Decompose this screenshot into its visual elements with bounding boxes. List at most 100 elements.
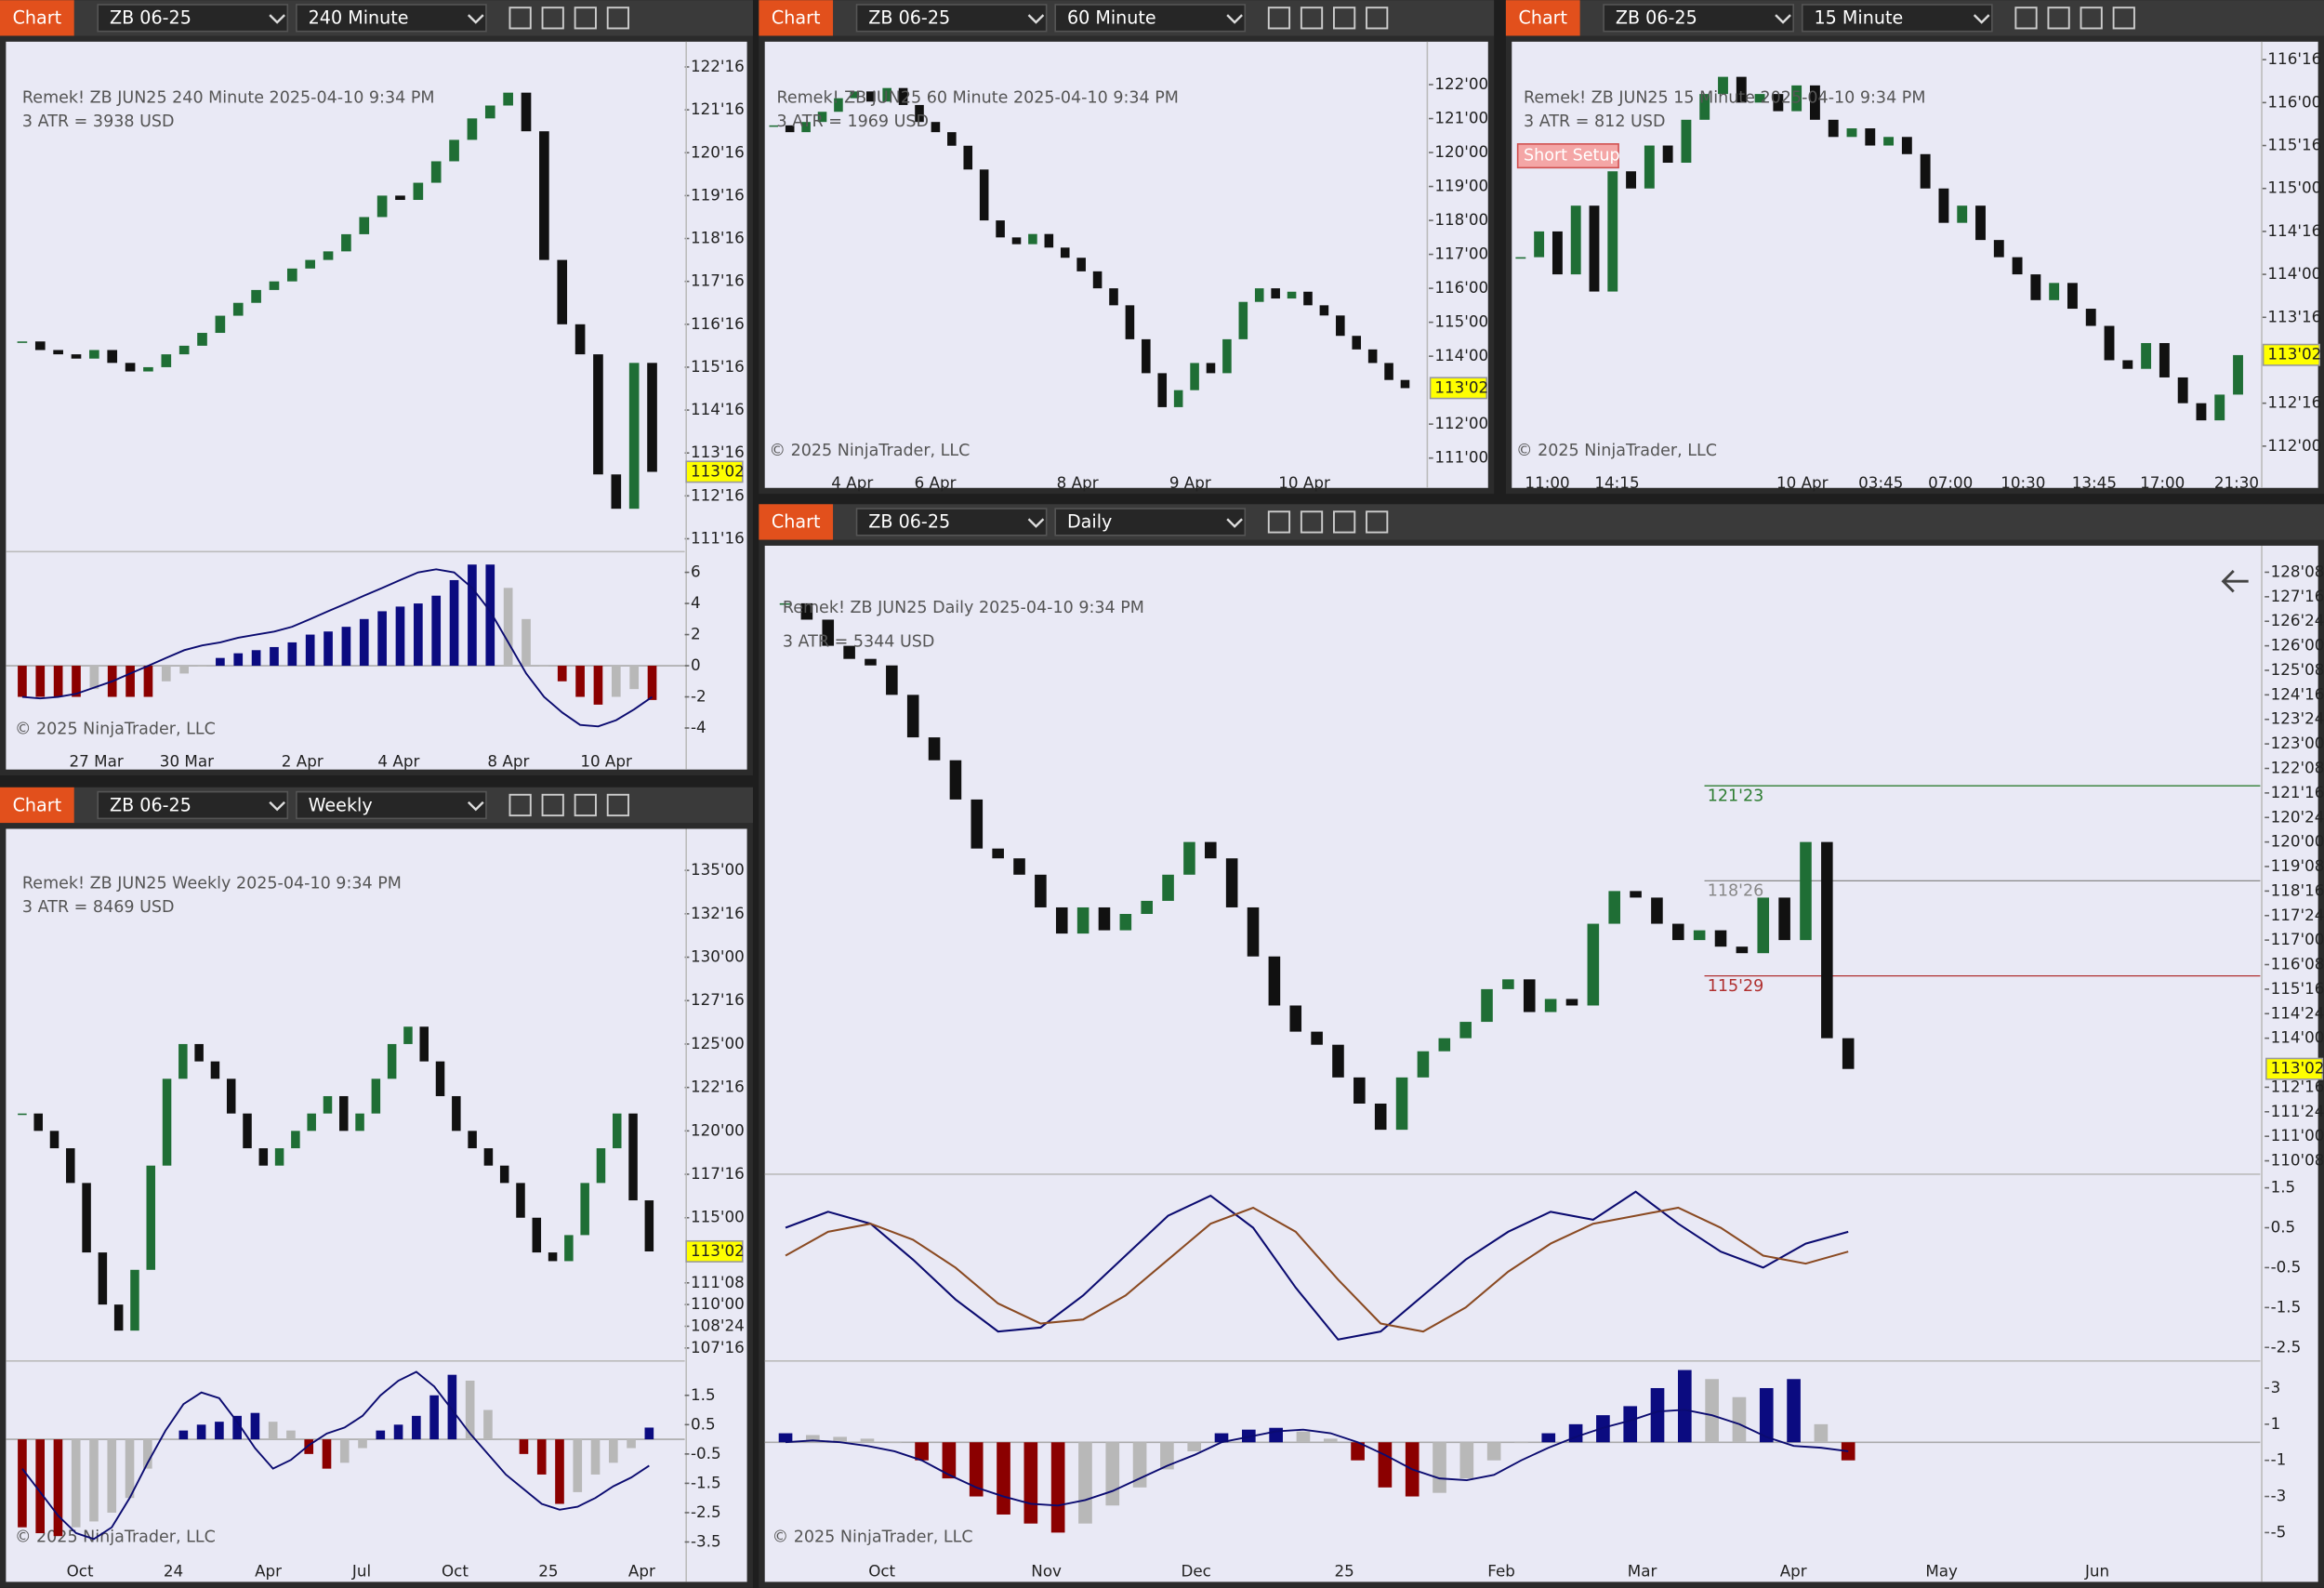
toolbar-icon[interactable] — [541, 793, 564, 817]
candle — [387, 1043, 397, 1079]
candle — [2067, 283, 2078, 310]
time-tick-label: Jun — [2084, 1561, 2109, 1580]
toolbar-icon[interactable] — [1267, 7, 1291, 30]
chart-button[interactable] — [0, 0, 74, 36]
candle — [1901, 137, 1912, 154]
price-tick-label: 126'00 — [2271, 636, 2324, 655]
candle — [1644, 145, 1655, 189]
histogram-bar — [915, 1442, 929, 1461]
histogram-bar — [196, 1424, 206, 1440]
back-arrow[interactable] — [2221, 570, 2249, 593]
price-tick-label: 122'08 — [2271, 758, 2324, 776]
candle — [949, 760, 962, 800]
candle — [2177, 377, 2188, 404]
time-tick-label: 4 Apr — [377, 752, 419, 771]
histogram-bar — [341, 627, 351, 667]
candle — [928, 737, 941, 761]
price-tick-label: 122'16 — [691, 1078, 745, 1096]
toolbar-icon[interactable] — [1366, 510, 1389, 534]
histogram-bar — [324, 631, 333, 667]
instrument-select[interactable] — [855, 508, 1048, 536]
time-tick-label: May — [1925, 1561, 1958, 1580]
chart-label: Chart — [1518, 7, 1567, 29]
interval-select[interactable] — [1801, 4, 1993, 33]
chart-button[interactable] — [0, 787, 74, 824]
candle — [305, 259, 316, 269]
histogram-bar — [860, 1438, 875, 1443]
toolbar-icon[interactable] — [574, 7, 597, 30]
candle — [1287, 291, 1297, 299]
instrument-select[interactable] — [855, 4, 1048, 33]
instrument-select[interactable] — [97, 4, 289, 33]
interval-select[interactable] — [296, 4, 487, 33]
toolbar-icon[interactable] — [2014, 7, 2038, 30]
toolbar-icon[interactable] — [1332, 7, 1356, 30]
candle — [2104, 325, 2115, 361]
histogram-bar — [969, 1442, 984, 1497]
candle — [34, 341, 46, 351]
interval-select[interactable] — [1054, 508, 1247, 536]
toolbar-icon[interactable] — [541, 7, 564, 30]
candle — [194, 1043, 204, 1062]
candle — [1303, 291, 1313, 306]
histogram-bar — [778, 1433, 793, 1443]
candle — [1570, 205, 1581, 275]
toolbar-icon[interactable] — [508, 793, 532, 817]
histogram-bar — [593, 666, 603, 705]
toolbar-icon[interactable] — [1366, 7, 1389, 30]
candle — [1608, 891, 1620, 924]
toolbar-icon[interactable] — [606, 7, 629, 30]
candle — [1238, 301, 1248, 339]
histogram-bar — [125, 1439, 135, 1499]
toolbar-icon[interactable] — [1267, 510, 1291, 534]
toolbar-icon[interactable] — [1300, 7, 1324, 30]
histogram-bar — [608, 1439, 618, 1463]
interval-select[interactable] — [296, 790, 487, 820]
chart-button[interactable] — [1505, 0, 1580, 36]
toolbar-icon[interactable] — [508, 7, 532, 30]
toolbar-icon[interactable] — [574, 793, 597, 817]
instrument-select[interactable] — [97, 790, 289, 820]
histogram-bar — [1160, 1442, 1174, 1470]
chart-button[interactable] — [759, 0, 834, 36]
candle — [898, 87, 908, 105]
time-tick-label: 6 Apr — [915, 473, 957, 492]
candle — [89, 350, 99, 359]
toolbar-icon[interactable] — [2047, 7, 2070, 30]
candle — [992, 848, 1004, 859]
candle — [1714, 930, 1727, 947]
candle — [499, 1165, 509, 1184]
instrument-select[interactable] — [1603, 4, 1795, 33]
interval-select[interactable] — [1054, 4, 1247, 33]
candle — [484, 105, 495, 119]
chart-button[interactable] — [759, 504, 834, 540]
histogram-bar — [215, 1422, 224, 1440]
price-tick-label: 114'24 — [2271, 1003, 2324, 1022]
histogram-bar — [1787, 1379, 1801, 1443]
histogram-bar — [1187, 1442, 1202, 1451]
dropdown-arrow — [1027, 518, 1045, 528]
histogram-bar — [377, 611, 387, 667]
candle — [1013, 858, 1025, 875]
time-tick-label: 11:00 — [1525, 473, 1569, 492]
histogram-bar — [161, 1439, 170, 1440]
histogram-bar — [53, 666, 63, 697]
toolbar-icon[interactable] — [1332, 510, 1356, 534]
histogram-bar — [1759, 1387, 1774, 1443]
signal-line — [21, 1370, 650, 1541]
candle — [532, 1217, 542, 1253]
toolbar-icon[interactable] — [606, 793, 629, 817]
toolbar-icon[interactable] — [1300, 510, 1324, 534]
toolbar-icon[interactable] — [2080, 7, 2103, 30]
histogram-bar — [107, 1439, 117, 1513]
time-tick-label: 07:00 — [1928, 473, 1973, 492]
toolbar-icon[interactable] — [2112, 7, 2135, 30]
price-tick-label: 118'00 — [1434, 210, 1488, 229]
interval-text: 240 Minute — [309, 7, 409, 29]
ind-tick-label: -5 — [2271, 1522, 2287, 1541]
histogram-bar — [449, 579, 459, 667]
last-price-label: 113'02 — [691, 461, 745, 480]
copyright: © 2025 NinjaTrader, LLC — [1516, 442, 1717, 460]
candle — [66, 1148, 75, 1184]
candle — [1183, 841, 1195, 875]
